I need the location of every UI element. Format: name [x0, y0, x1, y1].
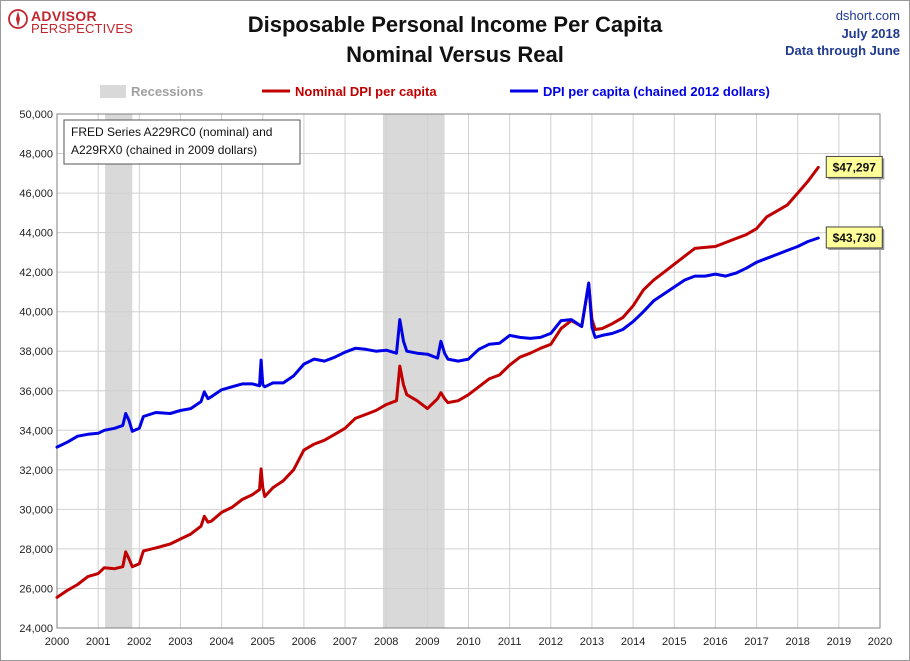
x-tick-label: 2018 — [785, 636, 809, 648]
legend-real-label: DPI per capita (chained 2012 dollars) — [543, 84, 770, 99]
y-tick-label: 36,000 — [19, 386, 53, 398]
legend-nominal-label: Nominal DPI per capita — [295, 84, 437, 99]
advisor-perspectives-logo: ADVISOR PERSPECTIVES — [8, 8, 148, 38]
x-tick-label: 2005 — [251, 636, 275, 648]
y-tick-label: 24,000 — [19, 623, 53, 635]
x-tick-label: 2020 — [868, 636, 892, 648]
x-tick-label: 2014 — [621, 636, 645, 648]
x-tick-label: 2009 — [415, 636, 439, 648]
recession-band-1 — [382, 114, 445, 628]
x-tick-label: 2003 — [168, 636, 192, 648]
x-tick-label: 2008 — [374, 636, 398, 648]
note-box — [63, 119, 301, 165]
callout-label-0: $47,297 — [833, 160, 877, 174]
x-tick-label: 2013 — [580, 636, 604, 648]
recession-band-0 — [105, 114, 133, 628]
y-tick-label: 44,000 — [19, 228, 53, 240]
real-dpi-line — [55, 236, 820, 449]
x-tick-label: 2004 — [209, 636, 233, 648]
date-label: July 2018 — [841, 26, 900, 41]
y-tick-label: 28,000 — [19, 544, 53, 556]
y-tick-label: 40,000 — [19, 307, 53, 319]
legend-recession-label: Recessions — [131, 84, 203, 99]
y-tick-label: 48,000 — [19, 149, 53, 161]
x-tick-label: 2017 — [744, 636, 768, 648]
y-tick-label: 26,000 — [19, 583, 53, 595]
note-line: A229RX0 (chained in 2009 dollars) — [71, 143, 257, 157]
plot-area-border — [56, 113, 881, 629]
chart-title: Disposable Personal Income Per Capita — [247, 12, 663, 37]
x-tick-label: 2016 — [703, 636, 727, 648]
y-tick-label: 50,000 — [19, 109, 53, 121]
y-tick-label: 32,000 — [19, 465, 53, 477]
source-label: dshort.com — [835, 8, 900, 23]
x-tick-label: 2015 — [662, 636, 686, 648]
x-tick-label: 2019 — [827, 636, 851, 648]
y-tick-label: 30,000 — [19, 504, 53, 516]
legend-recession-swatch — [100, 85, 126, 98]
y-tick-label: 42,000 — [19, 267, 53, 279]
x-tick-label: 2012 — [539, 636, 563, 648]
x-tick-label: 2001 — [86, 636, 110, 648]
callout-box-0 — [825, 155, 883, 178]
logo-text-top: ADVISOR — [31, 8, 97, 24]
nominal-dpi-line — [55, 165, 820, 599]
chart-subtitle: Nominal Versus Real — [346, 42, 564, 67]
logo-text-bottom: PERSPECTIVES — [31, 21, 134, 36]
compass-icon — [8, 9, 28, 29]
x-tick-label: 2002 — [127, 636, 151, 648]
x-tick-label: 2000 — [45, 636, 69, 648]
callout-label-1: $43,730 — [833, 231, 877, 245]
data-through-label: Data through June — [785, 43, 900, 58]
x-tick-label: 2007 — [333, 636, 357, 648]
callout-box-1 — [825, 226, 883, 249]
y-tick-label: 38,000 — [19, 346, 53, 358]
y-tick-label: 46,000 — [19, 188, 53, 200]
x-tick-label: 2010 — [456, 636, 480, 648]
x-tick-label: 2006 — [292, 636, 316, 648]
y-tick-label: 34,000 — [19, 425, 53, 437]
note-line: FRED Series A229RC0 (nominal) and — [71, 125, 272, 139]
x-tick-label: 2011 — [498, 636, 522, 648]
